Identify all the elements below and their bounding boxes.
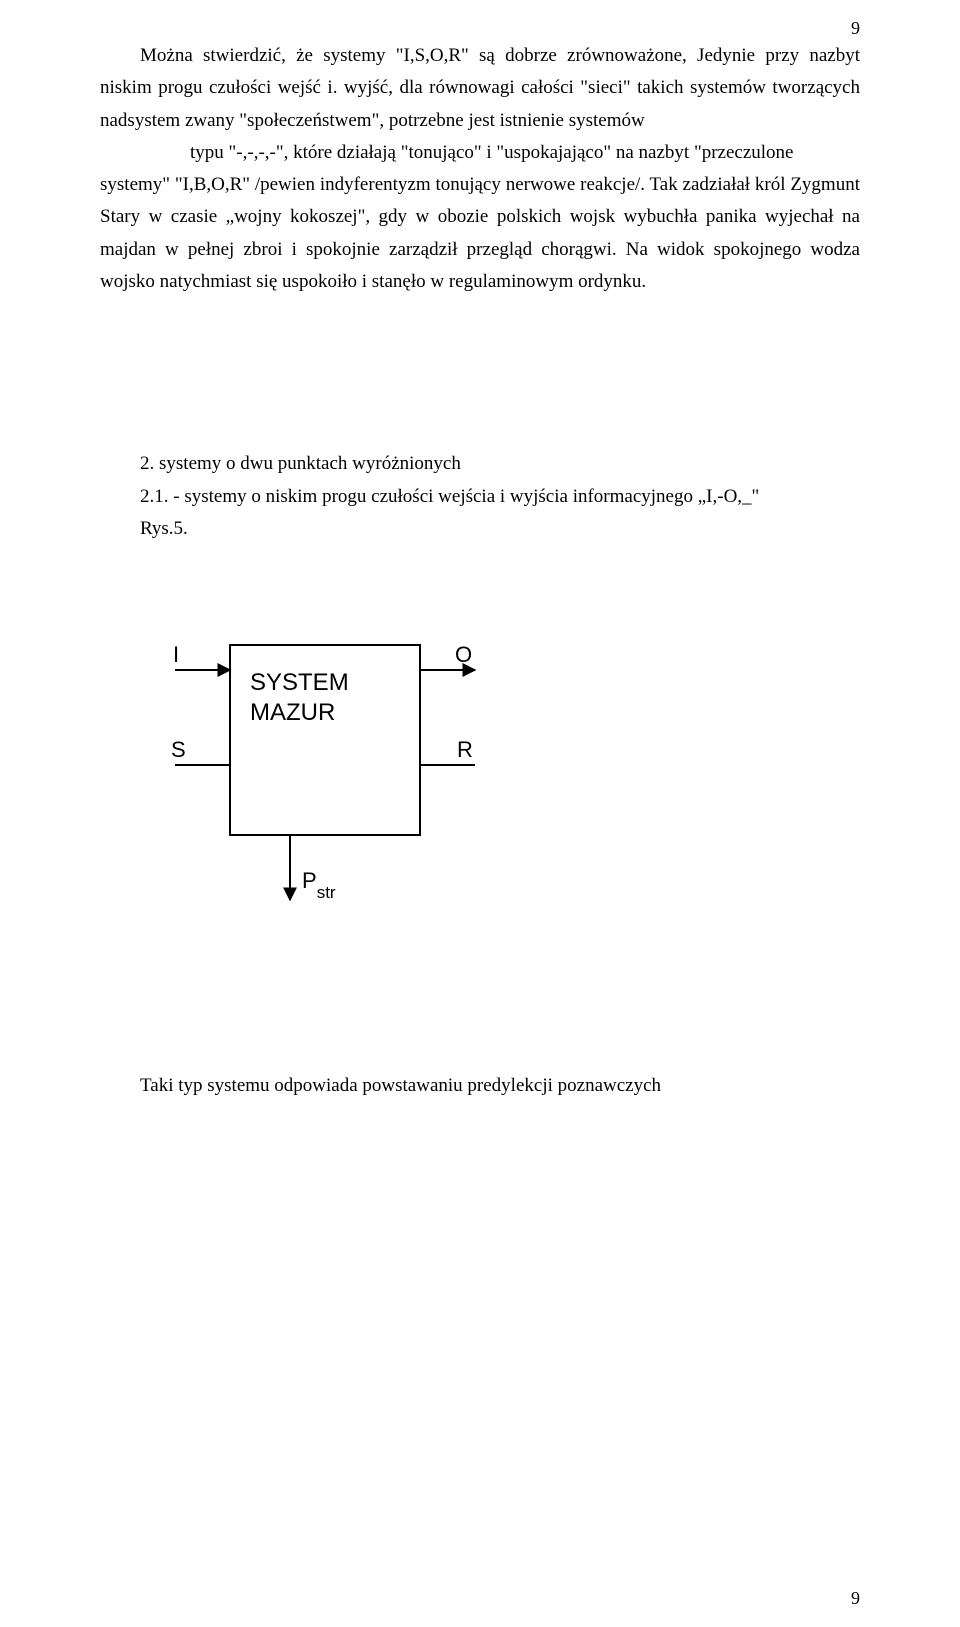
- label-R: R: [457, 737, 473, 762]
- paragraph-1b: typu "-,-,-,-", które działają "tonująco…: [100, 137, 860, 169]
- diagram-container: SYSTEM MAZUR I O S R Pstr: [140, 615, 860, 935]
- section-line-3: Rys.5.: [140, 513, 860, 545]
- section-line-1: 2. systemy o dwu punktach wyróżnionych: [140, 448, 860, 480]
- document-page: 9 Można stwierdzić, że systemy "I,S,O,R"…: [0, 0, 960, 1627]
- box-label-1: SYSTEM: [250, 669, 349, 696]
- page-number-bottom: 9: [851, 1588, 860, 1609]
- section-block: 2. systemy o dwu punktach wyróżnionych 2…: [140, 448, 860, 545]
- paragraph-1c: systemy" "I,B,O,R" /pewien indyferentyzm…: [100, 169, 860, 298]
- label-S: S: [171, 737, 186, 762]
- label-P: Pstr: [302, 868, 336, 902]
- label-I: I: [173, 642, 179, 667]
- section-line-2: 2.1. - systemy o niskim progu czułości w…: [140, 481, 860, 513]
- body-text: Można stwierdzić, że systemy "I,S,O,R" s…: [100, 40, 860, 298]
- bottom-text: Taki typ systemu odpowiada powstawaniu p…: [140, 1075, 860, 1097]
- page-number-top: 9: [851, 18, 860, 39]
- paragraph-1a: Można stwierdzić, że systemy "I,S,O,R" s…: [100, 40, 860, 137]
- box-label-2: MAZUR: [250, 699, 335, 726]
- label-O: O: [455, 642, 472, 667]
- system-diagram: SYSTEM MAZUR I O S R Pstr: [140, 615, 520, 935]
